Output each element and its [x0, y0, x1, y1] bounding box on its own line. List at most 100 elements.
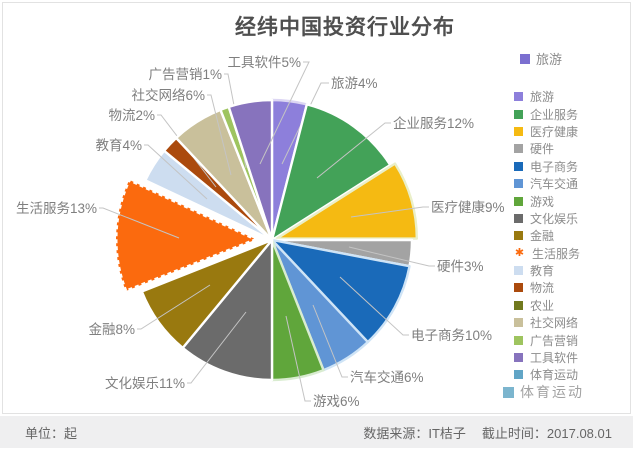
slice-label-7: 文化娱乐11% [105, 376, 185, 391]
label-line-2 [350, 206, 429, 218]
legend-swatch [503, 386, 514, 398]
slice-label-11: 物流2% [108, 108, 155, 123]
legend-overlay-bottom[interactable]: 体育运动 [503, 382, 584, 402]
legend-item-11[interactable]: 物流 [514, 279, 580, 296]
legend-label: 体育运动 [530, 368, 579, 383]
legend-swatch [514, 109, 523, 119]
legend-label: 旅游 [530, 90, 555, 105]
data-source-label: 数据来源：IT桔子 [363, 425, 466, 441]
legend-item-16[interactable]: 体育运动 [514, 366, 580, 383]
label-line-3 [348, 246, 435, 267]
legend-label: 文化娱乐 [530, 211, 579, 226]
legend-swatch [514, 92, 523, 102]
legend-label: 金融 [530, 229, 555, 244]
legend-label: 物流 [530, 281, 555, 296]
legend-label: 汽车交通 [530, 177, 579, 192]
unit-label: 单位：起 [25, 425, 78, 441]
legend-item-3[interactable]: 硬件 [514, 140, 580, 157]
slice-label-1: 企业服务12% [393, 115, 474, 131]
legend-item-12[interactable]: 农业 [514, 297, 580, 314]
legend-overlay-bottom-label: 体育运动 [520, 384, 584, 400]
legend-label: 硬件 [530, 142, 555, 157]
legend-swatch [514, 126, 523, 136]
legend-label: 生活服务 [532, 246, 581, 261]
footer-bar: 单位：起 数据来源：IT桔子 截止时间：2017.08.01 [0, 416, 633, 448]
chart-title: 经纬中国投资行业分布 [235, 16, 455, 39]
legend-swatch [514, 353, 523, 363]
legend-overlay-top-label: 旅游 [536, 52, 563, 67]
legend-item-9[interactable]: ✱ 生活服务 [514, 245, 580, 262]
legend: 旅游企业服务医疗健康硬件电子商务汽车交通游戏文化娱乐金融 ✱ 生活服务教育物流农业社… [514, 88, 580, 384]
label-line-7 [187, 311, 247, 384]
legend-swatch [514, 266, 523, 276]
legend-item-1[interactable]: 企业服务 [514, 105, 580, 122]
pie-slice-9[interactable] [114, 178, 258, 293]
label-line-4 [339, 276, 409, 336]
pie-chart: 旅游4% 企业服务12% 医疗健康9% 硬件3% 电子商务10% 汽车交通6% 游戏6% 文化… [16, 55, 505, 409]
slice-label-9: 生活服务13% [16, 201, 97, 216]
legend-swatch [514, 179, 523, 189]
legend-swatch [514, 196, 523, 206]
legend-label: 企业服务 [530, 107, 579, 122]
slice-label-14: 广告营销1% [148, 67, 222, 82]
slice-label-8: 金融8% [88, 322, 135, 337]
legend-item-0[interactable]: 旅游 [514, 88, 580, 105]
pie-slice-7[interactable] [181, 238, 274, 382]
slice-label-0: 旅游4% [331, 76, 378, 91]
label-line-15 [259, 61, 310, 165]
legend-label: 电子商务 [530, 159, 579, 174]
cutoff-time-label: 截止时间：2017.08.01 [481, 425, 612, 441]
pie-slice-8[interactable] [140, 238, 274, 350]
slice-label-3: 硬件3% [437, 259, 484, 274]
legend-swatch [514, 318, 523, 328]
legend-item-6[interactable]: 游戏 [514, 192, 580, 209]
label-line-9 [99, 207, 180, 239]
legend-swatch [514, 335, 523, 345]
legend-label: 医疗健康 [530, 124, 579, 139]
label-line-1 [316, 122, 391, 179]
slice-label-10: 教育4% [95, 138, 142, 153]
label-line-11 [157, 114, 217, 188]
slice-label-4: 电子商务10% [411, 328, 492, 343]
slice-label-2: 医疗健康9% [431, 199, 505, 215]
legend-item-13[interactable]: 社交网络 [514, 314, 580, 331]
legend-swatch [514, 213, 523, 223]
slice-label-13: 社交网络6% [131, 87, 205, 103]
legend-label: 农业 [530, 298, 555, 313]
legend-swatch [514, 231, 523, 241]
legend-item-7[interactable]: 文化娱乐 [514, 210, 580, 227]
legend-overlay-top[interactable]: 旅游 [520, 49, 562, 68]
legend-label: 社交网络 [530, 316, 579, 331]
slice-label-6: 游戏6% [313, 394, 360, 409]
legend-item-2[interactable]: 医疗健康 [514, 123, 580, 140]
legend-item-5[interactable]: 汽车交通 [514, 175, 580, 192]
label-line-10 [144, 144, 208, 200]
label-line-0 [281, 82, 329, 165]
legend-swatch: ✱ [514, 246, 525, 259]
slice-label-15: 工具软件5% [227, 55, 301, 70]
label-line-5 [312, 304, 348, 378]
legend-swatch [514, 161, 523, 171]
legend-item-8[interactable]: 金融 [514, 227, 580, 244]
slice-label-5: 汽车交通6% [350, 369, 424, 385]
label-line-13 [207, 94, 232, 176]
legend-label: 游戏 [530, 194, 555, 209]
legend-item-15[interactable]: 工具软件 [514, 349, 580, 366]
label-line-8 [137, 284, 211, 330]
legend-swatch [514, 144, 523, 154]
pie-slice-15[interactable] [227, 98, 274, 242]
pie-slice-2[interactable] [275, 162, 419, 240]
legend-swatch [520, 53, 530, 64]
legend-item-4[interactable]: 电子商务 [514, 158, 580, 175]
legend-label: 教育 [530, 264, 555, 279]
legend-swatch [514, 283, 523, 293]
legend-swatch [514, 370, 523, 380]
pie-slice-1[interactable] [270, 103, 392, 242]
legend-item-14[interactable]: 广告营销 [514, 331, 580, 348]
legend-label: 工具软件 [530, 351, 579, 366]
label-line-6 [285, 315, 311, 402]
legend-swatch [514, 300, 523, 310]
pie-slice-4[interactable] [270, 238, 411, 344]
legend-item-10[interactable]: 教育 [514, 262, 580, 279]
legend-label: 广告营销 [530, 333, 579, 348]
